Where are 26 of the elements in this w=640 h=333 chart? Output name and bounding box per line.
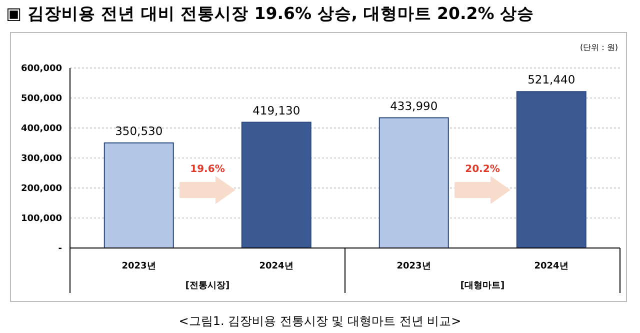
data-label: 433,990 — [390, 98, 438, 113]
bar — [516, 91, 586, 248]
y-tick-label: - — [58, 244, 62, 254]
chart-title: ▣ 김장비용 전년 대비 전통시장 19.6% 상승, 대형마트 20.2% 상승 — [6, 3, 534, 25]
bar — [104, 142, 174, 248]
annotation: 20.2% — [465, 164, 500, 175]
data-label: 521,440 — [528, 72, 576, 87]
text: [전통시장] — [185, 281, 230, 291]
y-tick-label: 400,000 — [21, 124, 62, 134]
y-tick-label: 500,000 — [21, 94, 62, 104]
annotation: 19.6% — [190, 164, 225, 175]
y-tick-label: 200,000 — [21, 184, 62, 194]
data-label: 350,530 — [115, 124, 163, 138]
text: <그림1. 김장비용 전통시장 및 대형마트 전년 비교> — [178, 314, 462, 328]
y-tick-label: 600,000 — [21, 64, 62, 74]
bar — [378, 117, 449, 248]
y-tick-label: 100,000 — [21, 214, 62, 224]
text: [대형마트] — [460, 281, 505, 291]
data-label: 419,130 — [252, 103, 300, 118]
x-tick-label: 2024년 — [534, 261, 568, 272]
text: (단위 : 원) — [580, 42, 618, 53]
x-tick-label: 2024년 — [259, 261, 294, 272]
x-tick-label: 2023년 — [122, 261, 156, 272]
y-tick-label: 300,000 — [21, 154, 62, 164]
bar — [241, 122, 312, 248]
x-tick-label: 2023년 — [396, 261, 431, 272]
